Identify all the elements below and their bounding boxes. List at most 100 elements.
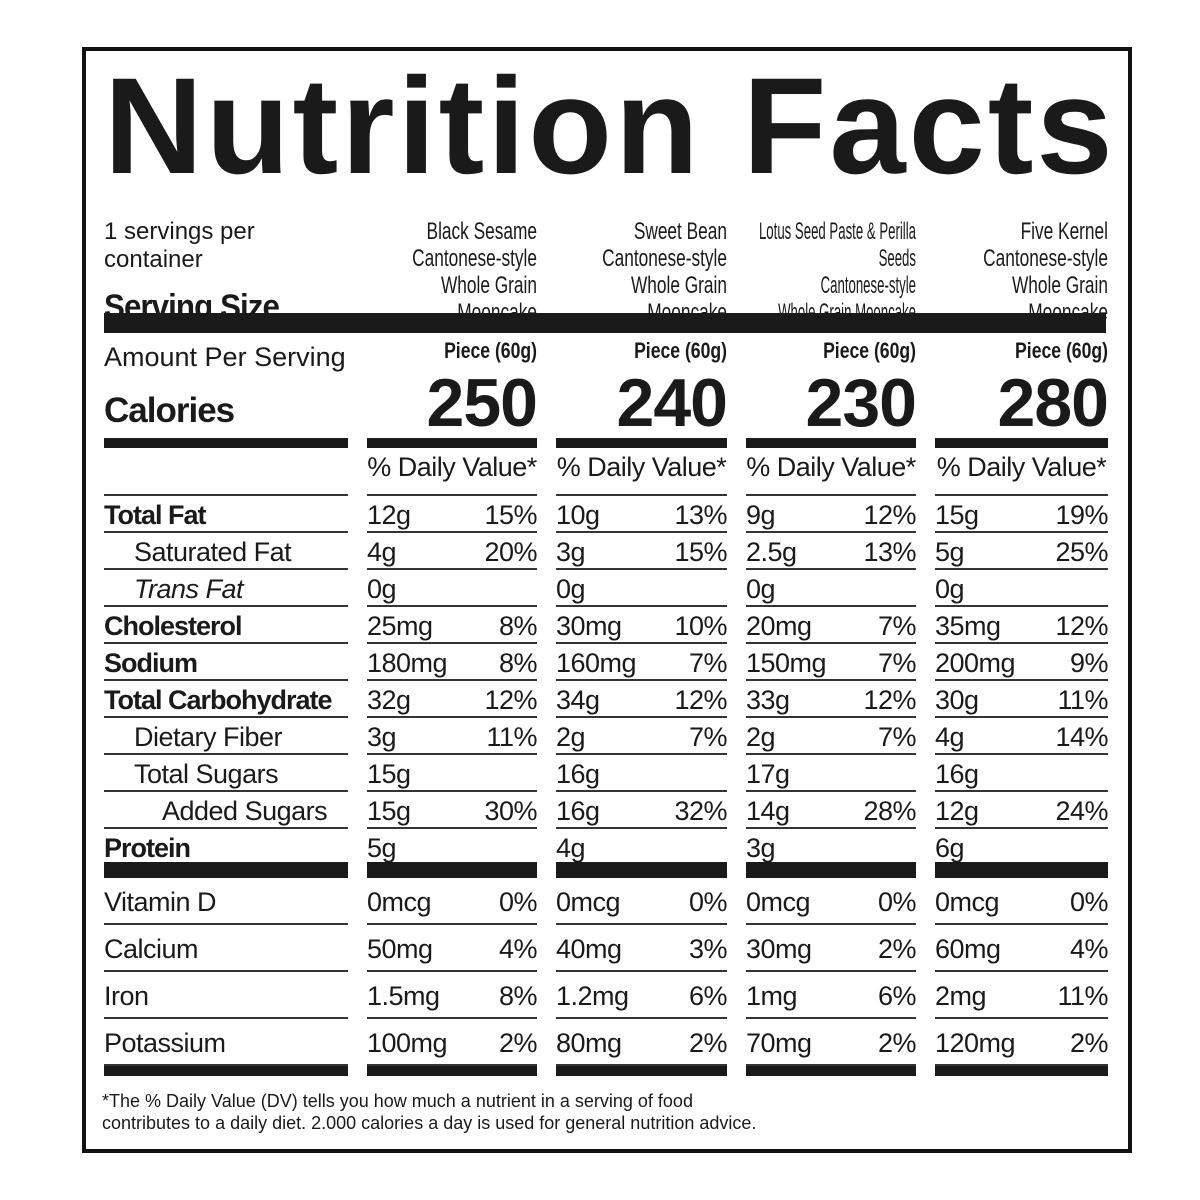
nutrient-value-cell: 16g [935, 753, 1108, 790]
vitamin-daily-value: 0% [1069, 887, 1109, 917]
nutrient-amount: 33g [746, 685, 790, 715]
nutrient-value-cell: 30mg 10% [556, 605, 727, 642]
divider-bar [104, 438, 348, 448]
nutrient-value-cell: 15g [367, 753, 537, 790]
label-title: Nutrition Facts [104, 50, 1116, 203]
divider-bar [746, 862, 916, 878]
product-name-lines: Lotus Seed Paste & Perilla Seeds Cantones… [740, 218, 916, 326]
vitamin-value-cell: 2mg 11% [935, 972, 1108, 1019]
divider-bar [367, 1066, 537, 1076]
nutrient-value-cell: 16g 32% [556, 790, 727, 827]
nutrient-value-cell: 150mg 7% [746, 642, 917, 679]
serving-size-value: Piece (60g) [1015, 338, 1108, 363]
nutrient-amount: 0g [746, 574, 776, 604]
nutrient-amount: 16g [556, 759, 600, 789]
vitamin-label: Vitamin D [104, 878, 348, 925]
vitamin-amount: 0mcg [746, 887, 811, 917]
nutrient-daily-value: 15% [674, 537, 727, 567]
product-name-line: Cantonese-style [602, 245, 727, 272]
vitamin-daily-value: 0% [688, 887, 728, 917]
nutrient-value-cell: 9g 12% [746, 494, 916, 531]
serving-size-value: Piece (60g) [444, 338, 537, 363]
vitamin-value-cell: 0mcg 0% [556, 878, 728, 925]
bottom-dividers [104, 1066, 1108, 1076]
vitamin-label: Iron [104, 972, 348, 1019]
vitamin-amount: 40mg [556, 934, 622, 964]
footnote-line: contributes to a daily diet. 2.000 calor… [102, 1113, 757, 1133]
product-name-line: Cantonese-style [983, 245, 1108, 272]
nutrient-value-cell: 35mg 12% [935, 605, 1108, 642]
nutrient-label: Added Sugars [104, 790, 348, 827]
vitamin-daily-value: 6% [877, 981, 917, 1011]
calorie-dividers [104, 438, 1108, 448]
nutrient-amount: 20mg [746, 611, 812, 641]
nutrient-value-cell: 0g [746, 568, 916, 605]
nutrient-value-cell: 14g 28% [746, 790, 916, 827]
nutrient-amount: 15g [367, 759, 411, 789]
serving-header: 1 servings per container Serving Size Bl… [104, 218, 1108, 326]
nutrient-amount: 25mg [367, 611, 433, 641]
nutrient-amount: 17g [746, 759, 790, 789]
nutrient-value-cell: 16g [556, 753, 727, 790]
vitamin-daily-value: 6% [688, 981, 728, 1011]
product-calories: Piece (60g) 250 [367, 338, 538, 441]
daily-value-header: % Daily Value* [746, 452, 916, 482]
vitamin-daily-value: 4% [498, 934, 538, 964]
vitamin-value-cell: 80mg 2% [556, 1019, 728, 1066]
label-border [82, 47, 1132, 1153]
nutrient-table: Total Fat 12g 15% 10g 13% 9g 12% 15g 19% Saturate… [104, 494, 1109, 864]
calories-value: 250 [426, 365, 538, 441]
nutrient-value-cell: 33g 12% [746, 679, 916, 716]
vitamin-amount: 80mg [556, 1028, 622, 1058]
nutrient-value-cell: 6g [935, 827, 1108, 864]
nutrient-value-cell: 4g [556, 827, 727, 864]
vitamin-daily-value: 11% [1057, 981, 1108, 1011]
nutrient-daily-value: 7% [877, 722, 917, 752]
nutrient-value-cell: 15g 19% [935, 494, 1108, 531]
nutrient-value-cell: 0g [556, 568, 727, 605]
footnote: *The % Daily Value (DV) tells you how mu… [102, 1090, 756, 1134]
nutrient-daily-value: 11% [1057, 685, 1108, 715]
nutrient-amount: 15g [935, 500, 979, 530]
vitamin-amount: 60mg [935, 934, 1001, 964]
nutrient-daily-value: 15% [484, 500, 537, 530]
vitamin-value-cell: 60mg 4% [935, 925, 1109, 972]
calories-value: 240 [616, 365, 728, 441]
product-name-line: Black Sesame [426, 218, 537, 245]
vitamin-value-cell: 0mcg 0% [935, 878, 1109, 925]
nutrient-amount: 15g [367, 796, 411, 826]
vitamin-amount: 2mg [935, 981, 987, 1011]
vitamin-daily-value: 0% [498, 887, 538, 917]
nutrient-amount: 16g [935, 759, 979, 789]
vitamin-daily-value: 2% [498, 1028, 538, 1058]
vitamin-value-cell: 0mcg 0% [746, 878, 917, 925]
nutrient-value-cell: 0g [367, 568, 537, 605]
divider-bar [367, 438, 537, 448]
nutrient-amount: 32g [367, 685, 411, 715]
nutrient-label: Trans Fat [104, 568, 348, 605]
vitamin-label: Potassium [104, 1019, 348, 1066]
nutrient-amount: 34g [556, 685, 600, 715]
daily-value-header: % Daily Value* [556, 452, 727, 482]
nutrient-daily-value: 25% [1055, 537, 1108, 567]
nutrient-amount: 0g [367, 574, 397, 604]
nutrient-amount: 3g [746, 833, 776, 863]
vitamin-daily-value: 2% [877, 1028, 917, 1058]
nutrient-daily-value: 20% [484, 537, 537, 567]
nutrient-daily-value: 11% [486, 722, 537, 752]
nutrient-label: Total Sugars [104, 753, 348, 790]
vitamin-value-cell: 30mg 2% [746, 925, 917, 972]
divider-bar [746, 438, 916, 448]
nutrient-amount: 30g [935, 685, 979, 715]
nutrient-daily-value: 12% [484, 685, 537, 715]
nutrient-value-cell: 4g 20% [367, 531, 537, 568]
nutrient-daily-value: 32% [674, 796, 727, 826]
product-name-line: Cantonese-style [412, 245, 537, 272]
nutrient-amount: 4g [556, 833, 586, 863]
nutrient-daily-value: 30% [484, 796, 537, 826]
product-calories: Piece (60g) 280 [935, 338, 1109, 437]
